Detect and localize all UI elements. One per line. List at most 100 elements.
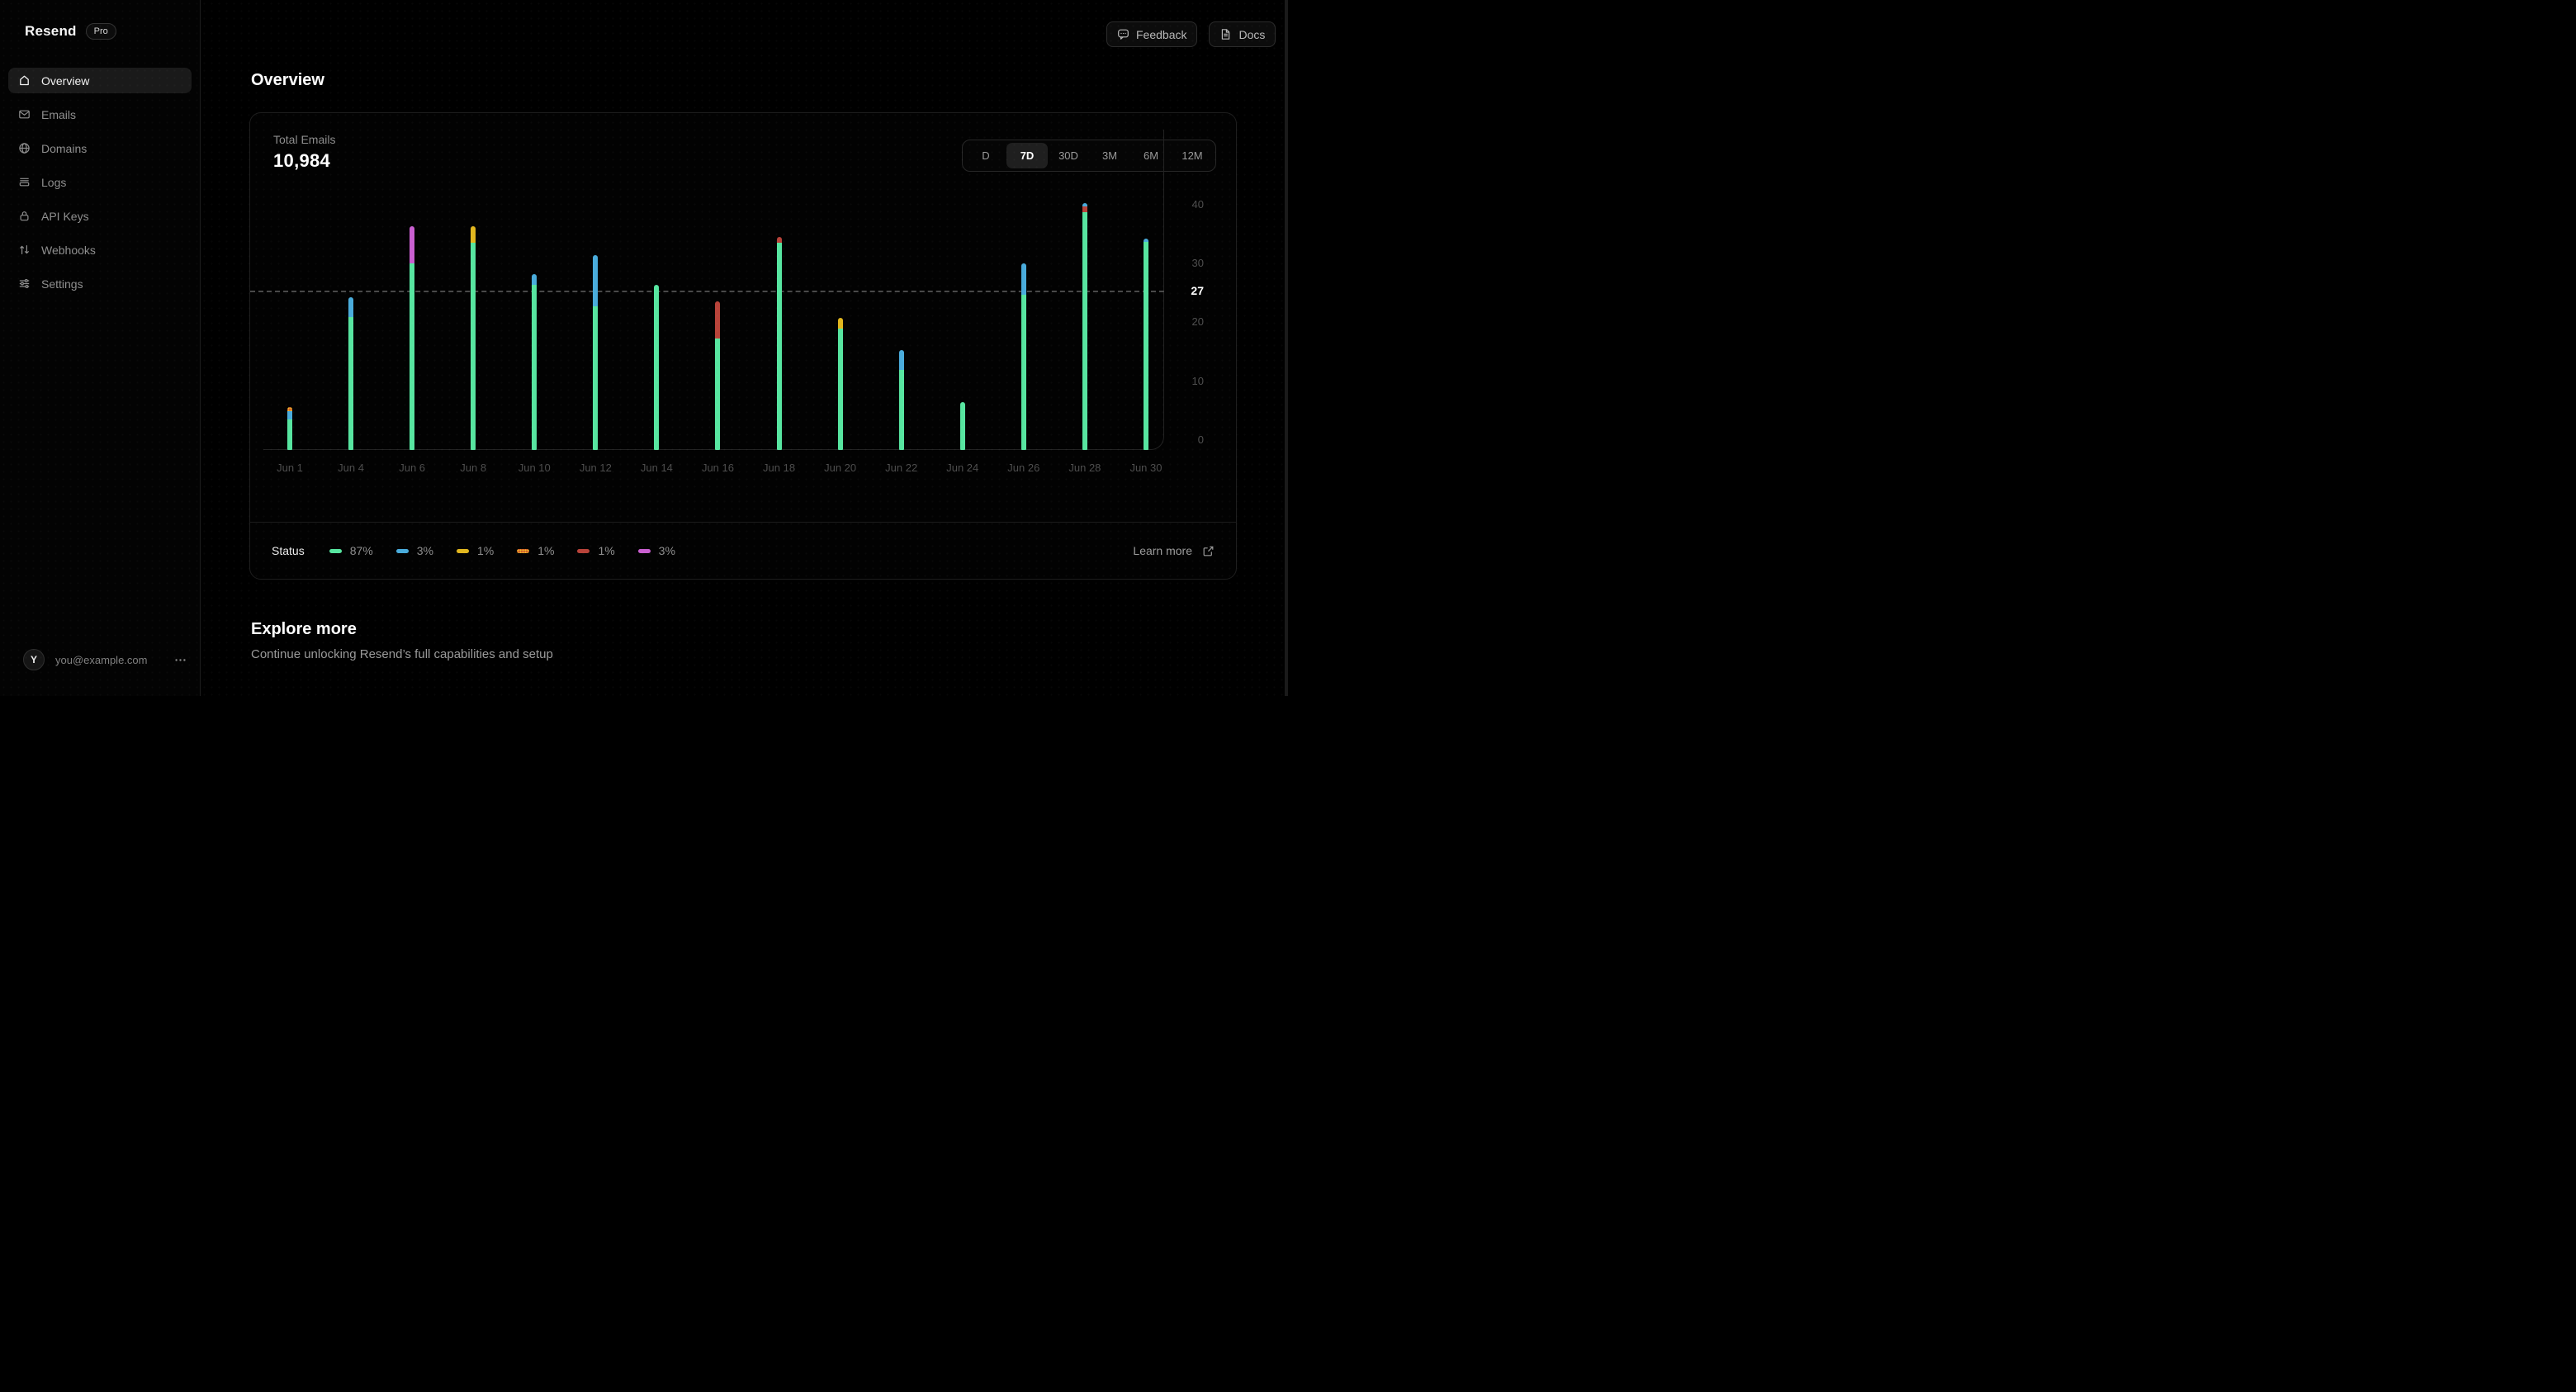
globe-icon [18,142,31,154]
bar-jun-10[interactable] [532,273,537,450]
bar-segment-green [959,402,965,450]
y-tick-label: 10 [1191,375,1204,387]
range-option-6m[interactable]: 6M [1143,149,1159,162]
legend-item-red: 1% [577,544,615,557]
bar-jun-22[interactable] [898,350,904,450]
range-option-30d[interactable]: 30D [1058,149,1078,162]
x-tick-label: Jun 20 [824,462,857,474]
legend-item-green: 87% [329,544,373,557]
bar-segment-yellow [837,318,843,329]
document-icon [1222,29,1230,40]
sidebar-item-logs[interactable]: Logs [8,169,192,195]
plot-frame [263,130,1164,450]
range-option-7d[interactable]: 7D [1006,143,1048,168]
bar-segment-green [348,316,354,450]
bar-segment-green [410,263,415,450]
legend-percent: 3% [658,544,675,557]
user-row[interactable]: Y you@example.com [23,649,188,670]
bar-jun-14[interactable] [654,285,660,450]
legend-label: Status [272,544,305,557]
bar-jun-1[interactable] [287,406,292,450]
bar-segment-green [776,243,782,450]
ellipsis-menu-icon[interactable] [173,652,188,668]
docs-button[interactable]: Docs [1209,21,1276,47]
bar-jun-4[interactable] [348,296,354,450]
y-tick-label: 30 [1191,257,1204,269]
scrollbar-track[interactable] [1285,0,1288,696]
sidebar-item-label: Settings [41,277,83,291]
bar-jun-26[interactable] [1020,263,1026,450]
header-actions: Feedback Docs [1106,21,1276,47]
bar-jun-20[interactable] [837,318,843,450]
sidebar-item-domains[interactable]: Domains [8,135,192,161]
sidebar-item-webhooks[interactable]: Webhooks [8,237,192,263]
explore-subtitle: Continue unlocking Resend’s full capabil… [251,647,553,661]
docs-label: Docs [1238,27,1266,41]
legend-swatch-yellow [456,548,469,553]
lock-icon [18,210,31,222]
feedback-label: Feedback [1136,27,1187,41]
legend-swatch-red [577,548,590,553]
x-tick-label: Jun 26 [1007,462,1040,474]
bar-segment-green [593,306,599,450]
arrows-up-down-icon [18,244,31,256]
range-option-12m[interactable]: 12M [1181,149,1203,162]
learn-more-link[interactable]: Learn more [1133,544,1215,557]
bar-jun-24[interactable] [959,402,965,450]
legend-percent: 3% [416,544,433,557]
plan-badge: Pro [85,23,116,40]
legend-percent: 1% [476,544,495,557]
legend-percent: 87% [349,544,373,557]
bar-segment-yellow [471,226,476,244]
sidebar-nav: Overview Emails Domains Logs API Keys Webhook… [8,68,192,296]
bar-segment-green [532,285,537,450]
range-option-d[interactable]: D [982,149,990,162]
bar-segment-blue [532,273,537,286]
legend-percent: 1% [537,544,555,557]
mail-icon [18,108,31,121]
bar-segment-green [471,243,476,450]
bar-jun-12[interactable] [593,254,599,450]
bar-segment-green [1143,241,1148,450]
bar-segment-orange [287,406,292,411]
sidebar-item-emails[interactable]: Emails [8,102,192,127]
sidebar-item-api-keys[interactable]: API Keys [8,203,192,229]
brand-logo: Resend Pro [25,23,116,40]
explore-title: Explore more [251,620,357,638]
sidebar-item-settings[interactable]: Settings [8,271,192,296]
bar-segment-green [715,338,721,450]
y-tick-label: 20 [1191,315,1204,328]
bar-segment-green [1020,295,1026,450]
x-tick-label: Jun 18 [763,462,796,474]
sidebar-item-label: Overview [41,73,90,88]
page-title: Overview [251,71,324,89]
sidebar-item-label: Emails [41,107,77,121]
bar-jun-16[interactable] [715,301,721,450]
bar-jun-6[interactable] [410,226,415,450]
x-tick-label: Jun 6 [399,462,426,474]
bar-jun-30[interactable] [1143,238,1148,450]
x-tick-label: Jun 28 [1068,462,1101,474]
brand-name: Resend [25,23,77,39]
legend-swatch-blue [395,548,409,553]
home-icon [18,74,31,87]
bar-segment-green [898,370,904,450]
legend-row: Status 87% 3% 1% 1% 1% 3% Learn more [250,523,1236,579]
sliders-icon [18,277,31,290]
avatar: Y [23,649,45,670]
sidebar-item-overview[interactable]: Overview [8,68,192,93]
legend-item-blue: 3% [395,544,433,557]
x-tick-label: Jun 8 [460,462,487,474]
feedback-button[interactable]: Feedback [1106,21,1198,47]
y-tick-label: 40 [1191,198,1204,211]
bar-segment-green [654,285,660,450]
bar-jun-8[interactable] [471,226,476,450]
legend-items: 87% 3% 1% 1% 1% 3% [329,544,675,557]
y-tick-label: 0 [1197,433,1204,446]
x-tick-label: Jun 24 [946,462,979,474]
bar-jun-18[interactable] [776,237,782,450]
range-option-3m[interactable]: 3M [1101,149,1118,162]
bar-jun-28[interactable] [1082,203,1087,450]
bar-segment-green [287,419,292,450]
sidebar-item-label: Domains [41,141,88,155]
